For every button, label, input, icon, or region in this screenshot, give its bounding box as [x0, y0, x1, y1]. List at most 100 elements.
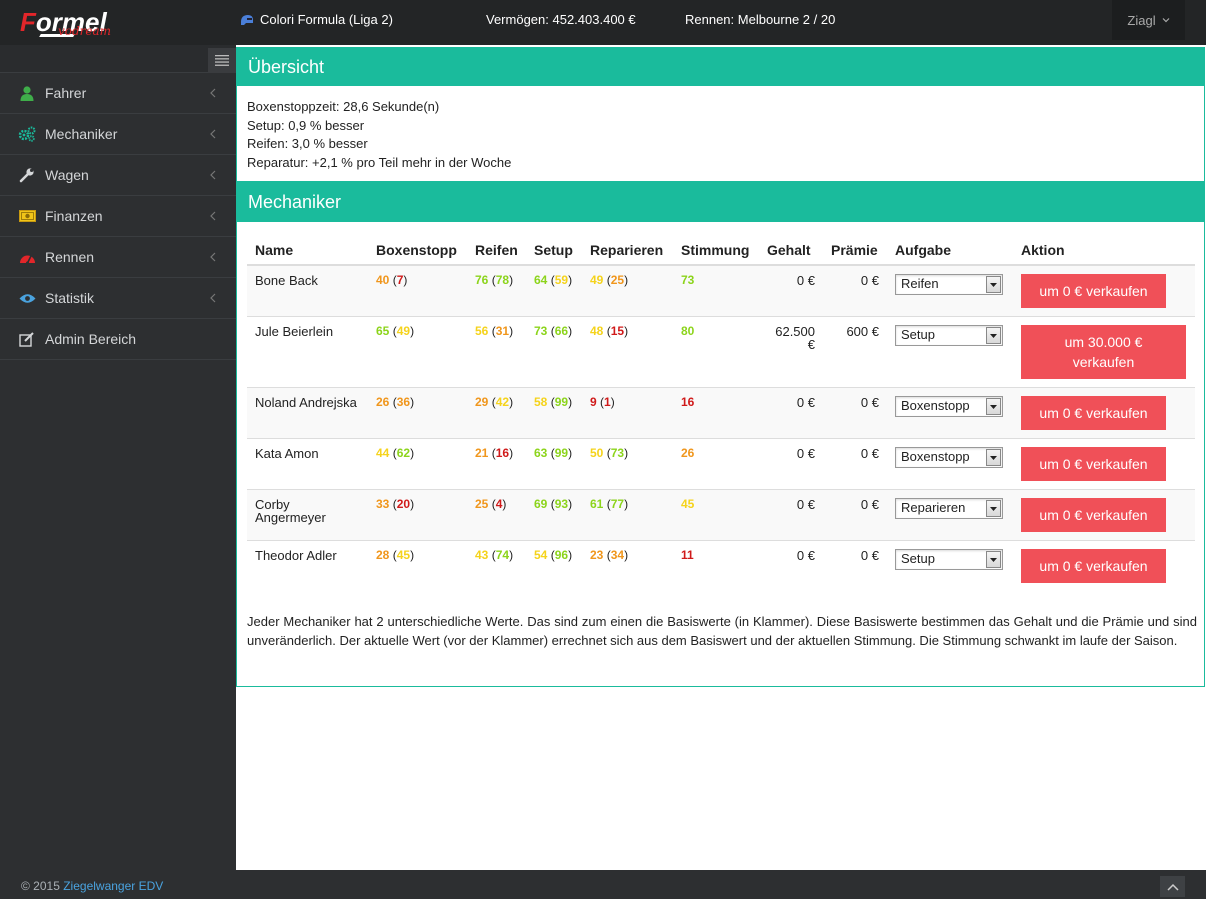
dropdown-arrow-icon: [986, 500, 1001, 517]
aufgabe-cell: Setup: [887, 540, 1013, 592]
reifen-value: 21 (16): [467, 438, 526, 490]
sell-button[interactable]: um 0 € verkaufen: [1021, 396, 1166, 430]
aufgabe-select[interactable]: Setup: [895, 325, 1003, 346]
header-stimmung: Stimmung: [673, 235, 759, 266]
reparieren-value: 48 (15): [582, 316, 673, 388]
wealth-display: Vermögen: 452.403.400 €: [486, 12, 636, 27]
user-icon: [18, 85, 36, 101]
mechanic-name: Theodor Adler: [247, 540, 368, 592]
header-aufgabe: Aufgabe: [887, 235, 1013, 266]
dropdown-arrow-icon: [986, 551, 1001, 568]
reparieren-value: 9 (1): [582, 387, 673, 439]
header-name: Name: [247, 235, 368, 266]
table-header-row: Name Boxenstopp Reifen Setup Reparieren …: [247, 235, 1195, 266]
boxenstopp-value: 40 (7): [368, 264, 467, 317]
tachometer-icon: [18, 249, 36, 265]
logo-subtext: vodream: [58, 24, 112, 38]
sidebar: Fahrer Mechaniker Wagen Finanzen Rennen …: [0, 45, 236, 870]
praemie-value: 0 €: [823, 540, 887, 592]
logo-wordmark: Formel: [20, 7, 107, 37]
sell-button[interactable]: um 0 € verkaufen: [1021, 498, 1166, 532]
boxenstopp-value: 26 (36): [368, 387, 467, 439]
header-reifen: Reifen: [467, 235, 526, 266]
aufgabe-select[interactable]: Reifen: [895, 274, 1003, 295]
mechanics-note: Jeder Mechaniker hat 2 unterschiedliche …: [247, 614, 1197, 648]
reparieren-value: 50 (73): [582, 438, 673, 490]
sidebar-item-label: Wagen: [45, 167, 89, 183]
dropdown-arrow-icon: [986, 276, 1001, 293]
overview-line: Setup: 0,9 % besser: [247, 117, 365, 133]
company-link[interactable]: Ziegelwanger EDV: [63, 879, 164, 893]
stimmung-value: 73: [673, 264, 759, 317]
sidebar-item-label: Mechaniker: [45, 126, 118, 142]
gehalt-value: 0 €: [759, 438, 823, 490]
wrench-icon: [18, 167, 36, 183]
boxenstopp-value: 65 (49): [368, 316, 467, 388]
menu-toggle-button[interactable]: [208, 48, 236, 73]
scroll-top-button[interactable]: [1160, 876, 1185, 897]
table-row: Jule Beierlein 65 (49) 56 (31) 73 (66) 4…: [247, 316, 1195, 388]
sidebar-item-finanzen[interactable]: Finanzen: [0, 196, 236, 237]
aufgabe-cell: Setup: [887, 316, 1013, 388]
sidebar-item-statistik[interactable]: Statistik: [0, 278, 236, 319]
reifen-value: 76 (78): [467, 264, 526, 317]
main-content: Übersicht Boxenstoppzeit: 28,6 Sekunde(n…: [236, 45, 1206, 870]
sell-button[interactable]: um 0 € verkaufen: [1021, 447, 1166, 481]
formel-logo[interactable]: Formel vodream: [20, 7, 140, 39]
header-reparieren: Reparieren: [582, 235, 673, 266]
sidebar-item-label: Rennen: [45, 249, 95, 265]
aktion-cell: um 0 € verkaufen: [1013, 264, 1195, 317]
league-info[interactable]: Colori Formula (Liga 2): [240, 12, 393, 27]
user-menu[interactable]: Ziagl: [1112, 0, 1185, 40]
sidebar-item-fahrer[interactable]: Fahrer: [0, 73, 236, 114]
mechanic-name: Noland Andrejska: [247, 387, 368, 439]
aufgabe-select[interactable]: Boxenstopp: [895, 396, 1003, 417]
reparieren-value: 61 (77): [582, 489, 673, 541]
sell-button[interactable]: um 0 € verkaufen: [1021, 549, 1166, 583]
aufgabe-select[interactable]: Setup: [895, 549, 1003, 570]
helmet-icon: [241, 14, 253, 25]
table-row: Corby Angermeyer 33 (20) 25 (4) 69 (93) …: [247, 489, 1195, 541]
race-display: Rennen: Melbourne 2 / 20: [685, 12, 836, 27]
chevron-left-icon: [210, 129, 216, 139]
user-name: Ziagl: [1127, 12, 1156, 28]
aufgabe-cell: Boxenstopp: [887, 438, 1013, 490]
stimmung-value: 26: [673, 438, 759, 490]
sidebar-item-mechaniker[interactable]: Mechaniker: [0, 114, 236, 155]
dropdown-arrow-icon: [986, 327, 1001, 344]
mechanic-name: Bone Back: [247, 264, 368, 317]
boxenstopp-value: 33 (20): [368, 489, 467, 541]
table-row: Noland Andrejska 26 (36) 29 (42) 58 (99)…: [247, 387, 1195, 439]
praemie-value: 0 €: [823, 387, 887, 439]
chevron-left-icon: [210, 211, 216, 221]
sidebar-item-admin-bereich[interactable]: Admin Bereich: [0, 319, 236, 360]
sell-button[interactable]: um 30.000 € verkaufen: [1021, 325, 1186, 379]
gehalt-value: 0 €: [759, 489, 823, 541]
setup-value: 54 (96): [526, 540, 582, 592]
mechanic-name: Corby Angermeyer: [247, 489, 368, 541]
praemie-value: 600 €: [823, 316, 887, 388]
gehalt-value: 0 €: [759, 264, 823, 317]
gehalt-value: 62.500 €: [759, 316, 823, 388]
sidebar-item-rennen[interactable]: Rennen: [0, 237, 236, 278]
overview-panel: Übersicht Boxenstoppzeit: 28,6 Sekunde(n…: [236, 47, 1205, 182]
hamburger-icon: [215, 55, 229, 66]
gears-icon: [18, 126, 36, 142]
sidebar-item-wagen[interactable]: Wagen: [0, 155, 236, 196]
reparieren-value: 23 (34): [582, 540, 673, 592]
aufgabe-select[interactable]: Reparieren: [895, 498, 1003, 519]
chevron-left-icon: [210, 88, 216, 98]
dropdown-arrow-icon: [986, 449, 1001, 466]
chevron-left-icon: [210, 170, 216, 180]
aufgabe-select[interactable]: Boxenstopp: [895, 447, 1003, 468]
table-row: Bone Back 40 (7) 76 (78) 64 (59) 49 (25)…: [247, 264, 1195, 317]
aktion-cell: um 0 € verkaufen: [1013, 387, 1195, 439]
stimmung-value: 45: [673, 489, 759, 541]
setup-value: 73 (66): [526, 316, 582, 388]
setup-value: 69 (93): [526, 489, 582, 541]
aktion-cell: um 30.000 € verkaufen: [1013, 316, 1195, 388]
overview-line: Reifen: 3,0 % besser: [247, 136, 368, 151]
copyright: © 2015 Ziegelwanger EDV: [21, 879, 164, 893]
sell-button[interactable]: um 0 € verkaufen: [1021, 274, 1166, 308]
mechanics-title: Mechaniker: [237, 183, 1204, 222]
